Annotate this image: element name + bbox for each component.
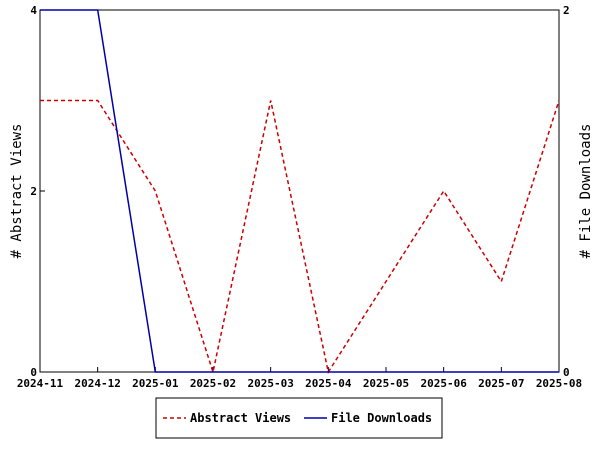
plot-frame [39,9,560,373]
series-line-file-downloads [40,9,559,373]
x-tick-label: 2025-03 [247,377,293,390]
legend: Abstract Views File Downloads [155,397,443,439]
y2-tick-label: 2 [563,4,570,17]
legend-label-abstract-views: Abstract Views [190,411,291,425]
x-tick-label: 2025-01 [132,377,179,390]
legend-label-file-downloads: File Downloads [331,411,432,425]
legend-box [155,397,443,439]
y-axis-left: 0 2 4 [30,4,45,379]
y-tick-label: 2 [30,185,37,198]
y2-axis-title: # File Downloads [578,124,594,259]
x-tick-label: 2025-04 [305,377,352,390]
x-tick-label: 2025-02 [190,377,236,390]
y2-tick-label: 0 [563,366,570,379]
x-tick-label: 2025-07 [478,377,524,390]
x-tick-label: 2024-11 [17,377,64,390]
series-line-abstract-views [40,99,560,375]
y-tick-label: 4 [30,4,37,17]
y-axis-title: # Abstract Views [9,124,25,259]
x-tick-label: 2025-06 [420,377,467,390]
x-axis: 2024-11 2024-12 2025-01 2025-02 2025-03 2025-… [17,367,582,390]
x-tick-label: 2025-05 [363,377,409,390]
series-layer [40,9,560,375]
y-tick-label: 0 [30,366,37,379]
x-tick-label: 2024-12 [74,377,120,390]
y-axis-right: 02 [554,4,570,379]
x-tick-label: 2025-08 [536,377,582,390]
